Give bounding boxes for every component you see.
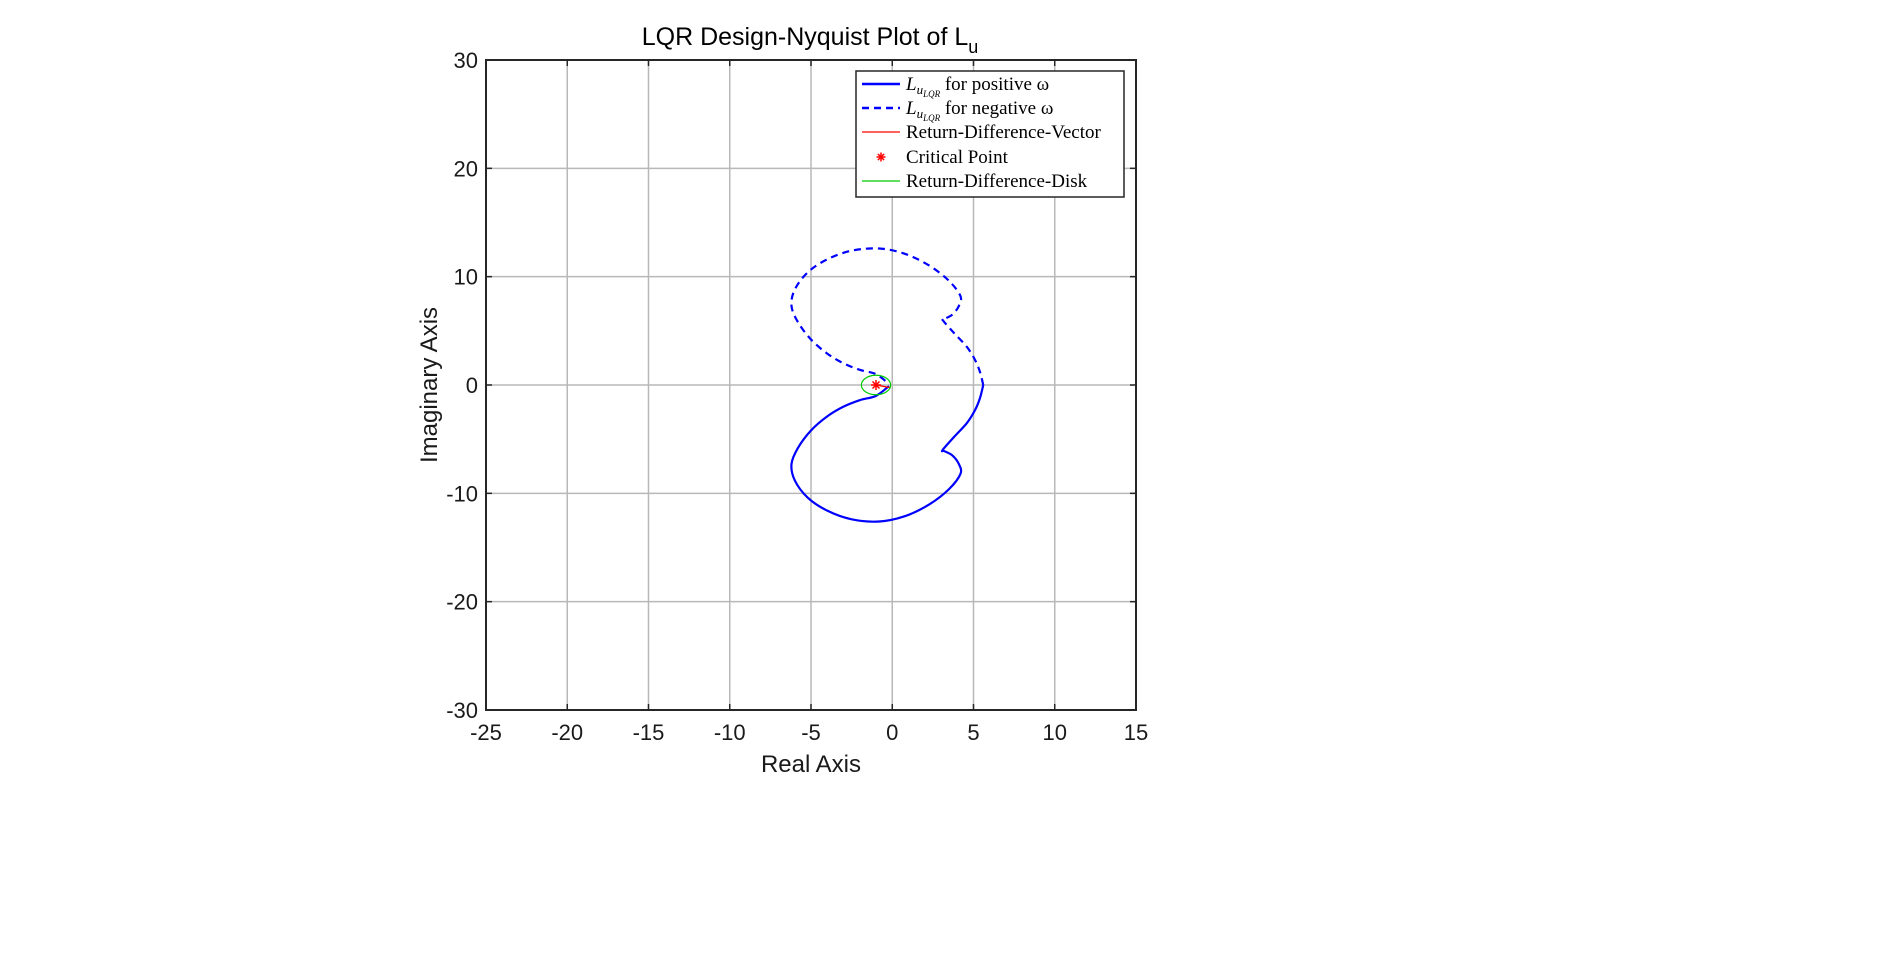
chart-title: LQR Design-Nyquist Plot of Lu	[642, 23, 979, 57]
y-tick-label: -30	[446, 698, 478, 723]
chart-title-main: L	[954, 23, 968, 51]
y-tick-label: 10	[454, 265, 478, 290]
grid-layer	[486, 60, 1136, 710]
x-tick-label: -10	[714, 720, 746, 745]
y-axis-label: Imaginary Axis	[416, 307, 443, 463]
legend-box	[855, 70, 1125, 198]
x-tick-label: -5	[801, 720, 821, 745]
y-tick-label: -10	[446, 481, 478, 506]
x-tick-label: -25	[470, 720, 502, 745]
x-tick-label: 15	[1124, 720, 1148, 745]
legend-label: Critical Point	[906, 147, 1009, 168]
axes-box	[485, 59, 1137, 711]
y-tick-label: -20	[446, 590, 478, 615]
legend-marker-sample	[877, 153, 885, 161]
nyquist-positive-omega-line	[790, 384, 985, 523]
chart-title-text: LQR Design-Nyquist Plot of	[642, 23, 955, 51]
legend-label: Return-Difference-Vector	[906, 122, 1101, 143]
x-tick-label: -15	[633, 720, 665, 745]
legend-entry: Return-Difference-Vector	[862, 122, 1101, 143]
x-tick-label: 0	[886, 720, 898, 745]
critical-point-stroke	[871, 380, 881, 390]
return-difference-disk	[860, 374, 892, 396]
y-tick-label: 20	[454, 156, 478, 181]
legend-entry: LuLQR for negative ω	[862, 98, 1053, 123]
x-axis-label: Real Axis	[761, 751, 861, 778]
x-tick-label: -20	[551, 720, 583, 745]
legend-label: LuLQR for positive ω	[905, 74, 1049, 99]
legend-label: Return-Difference-Disk	[906, 171, 1088, 192]
y-tick-label: 30	[454, 48, 478, 73]
nyquist-negative-omega-line	[790, 247, 985, 386]
chart-title-subscript: u	[968, 37, 978, 57]
tick-layer: -25 -20 -15 -10 -5 0 5 10 15 -30 -20 -10 0 10 20 30	[446, 48, 1148, 745]
legend-entry: LuLQR for positive ω	[862, 74, 1049, 99]
y-tick-label: 0	[466, 373, 478, 398]
critical-point-marker	[871, 380, 881, 390]
legend-label: LuLQR for negative ω	[905, 98, 1053, 123]
series-layer	[790, 247, 985, 523]
x-tick-label: 10	[1043, 720, 1067, 745]
x-tick-label: 5	[967, 720, 979, 745]
legend-entry: Return-Difference-Disk	[862, 171, 1088, 192]
legend-entry: Critical Point	[876, 147, 1009, 168]
